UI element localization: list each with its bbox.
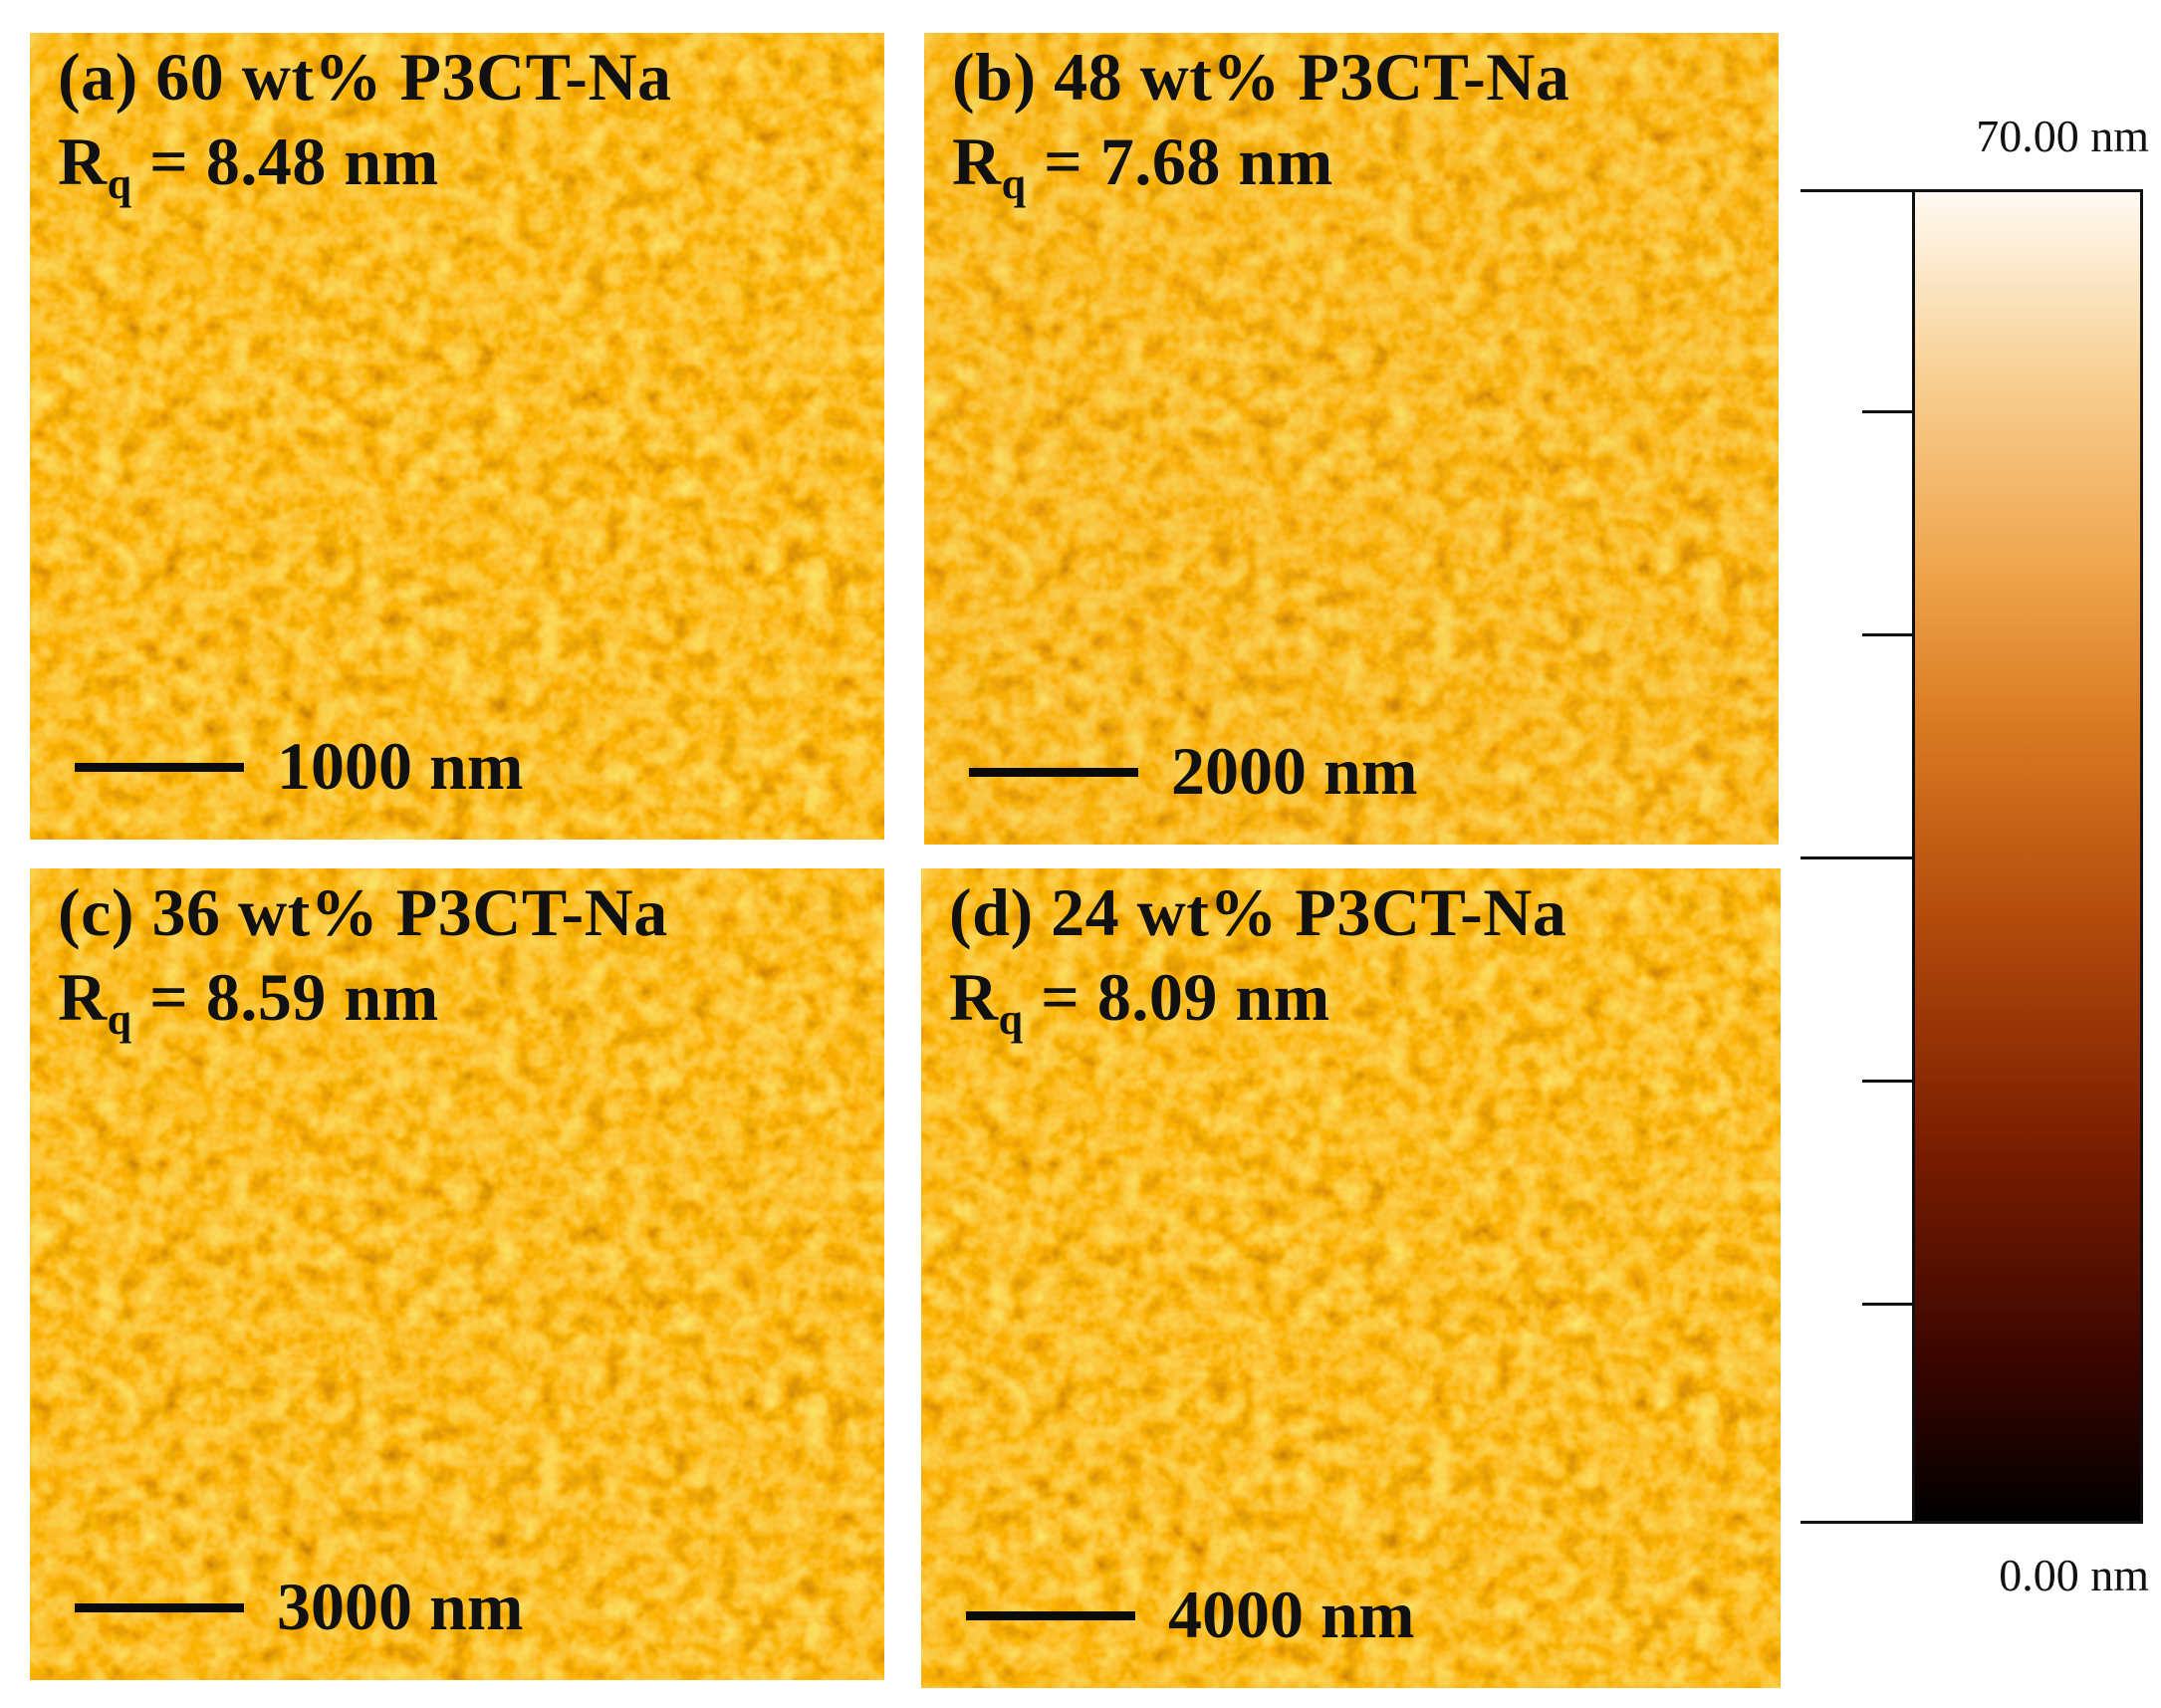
scale-bar (75, 1603, 244, 1612)
scale-bar (969, 768, 1138, 777)
colorbar-tick (1801, 856, 1912, 859)
scale-bar (966, 1611, 1135, 1620)
afm-image-c (30, 868, 884, 1680)
roughness-label: Rq = 7.68 nm (952, 123, 1333, 208)
afm-panel-d: (d) 24 wt% P3CT-Na Rq = 8.09 nm 4000 nm (921, 868, 1781, 1688)
colorbar-tick (1862, 410, 1912, 413)
afm-image-a (30, 33, 884, 840)
scale-bar-label: 4000 nm (1168, 1577, 1415, 1652)
panel-title: (c) 36 wt% P3CT-Na (58, 874, 668, 950)
afm-panel-c: (c) 36 wt% P3CT-Na Rq = 8.59 nm 3000 nm (30, 868, 884, 1680)
panel-title: (a) 60 wt% P3CT-Na (58, 39, 672, 115)
colorbar-tick (1862, 1303, 1912, 1306)
afm-panel-a: (a) 60 wt% P3CT-Na Rq = 8.48 nm 1000 nm (30, 33, 884, 840)
afm-image-b (924, 33, 1779, 845)
panel-title: (d) 24 wt% P3CT-Na (949, 874, 1567, 950)
afm-image-d (921, 868, 1781, 1688)
roughness-label: Rq = 8.09 nm (949, 959, 1330, 1044)
scale-bar (75, 763, 244, 772)
panel-title: (b) 48 wt% P3CT-Na (952, 39, 1570, 115)
scale-bar-label: 3000 nm (277, 1569, 524, 1644)
colorbar-max-label: 70.00 nm (1976, 111, 2149, 161)
colorbar-tick (1862, 1080, 1912, 1083)
scale-bar-label: 2000 nm (1171, 733, 1418, 809)
scale-bar-label: 1000 nm (277, 728, 524, 804)
colorbar-tick (1862, 633, 1912, 636)
colorbar-tick (1801, 1521, 1912, 1524)
colorbar-min-label: 0.00 nm (1999, 1550, 2149, 1600)
colorbar-gradient (1912, 189, 2143, 1524)
colorbar-tick (1801, 189, 1912, 192)
afm-panel-b: (b) 48 wt% P3CT-Na Rq = 7.68 nm 2000 nm (924, 33, 1779, 845)
height-colorbar: 70.00 nm 0.00 nm (1801, 110, 2149, 1603)
roughness-label: Rq = 8.59 nm (58, 959, 439, 1044)
roughness-label: Rq = 8.48 nm (58, 123, 439, 208)
